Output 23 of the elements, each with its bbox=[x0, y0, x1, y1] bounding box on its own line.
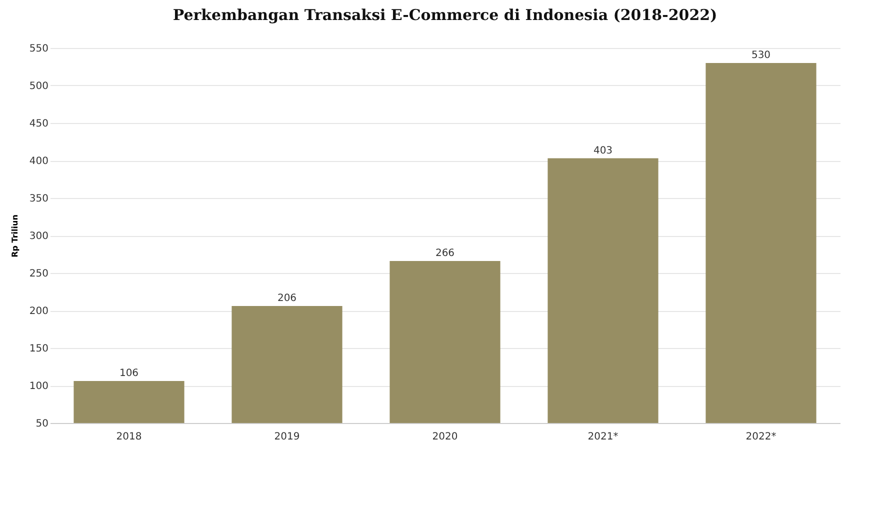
y-tick-label: 400 bbox=[29, 156, 48, 167]
x-tick-label: 2019 bbox=[274, 432, 300, 442]
y-tick-label: 50 bbox=[36, 418, 48, 430]
data-label: 206 bbox=[277, 293, 297, 304]
data-label: 106 bbox=[119, 368, 139, 379]
y-tick-label: 250 bbox=[29, 268, 48, 280]
y-tick-label: 150 bbox=[29, 344, 48, 354]
x-tick-label: 2021* bbox=[588, 432, 618, 442]
y-tick-label: 500 bbox=[29, 81, 48, 92]
x-tick-label: 2018 bbox=[116, 432, 142, 442]
y-tick-label: 350 bbox=[29, 194, 48, 204]
x-tick-label: 2020 bbox=[432, 432, 458, 442]
y-tick-label: 200 bbox=[29, 306, 48, 317]
data-label: 530 bbox=[751, 50, 771, 61]
y-tick-label: 450 bbox=[29, 118, 48, 130]
chart-title: Perkembangan Transaksi E-Commerce di Indonesia (2018-2022) bbox=[172, 6, 718, 24]
data-label: 266 bbox=[435, 248, 455, 259]
y-tick-label: 550 bbox=[29, 44, 48, 54]
data-label: 403 bbox=[593, 145, 613, 156]
y-tick-label: 300 bbox=[29, 231, 48, 242]
x-tick-label: 2022* bbox=[746, 432, 776, 442]
y-axis-title: Rp Triliun bbox=[10, 214, 20, 258]
y-tick-label: 100 bbox=[29, 381, 48, 392]
